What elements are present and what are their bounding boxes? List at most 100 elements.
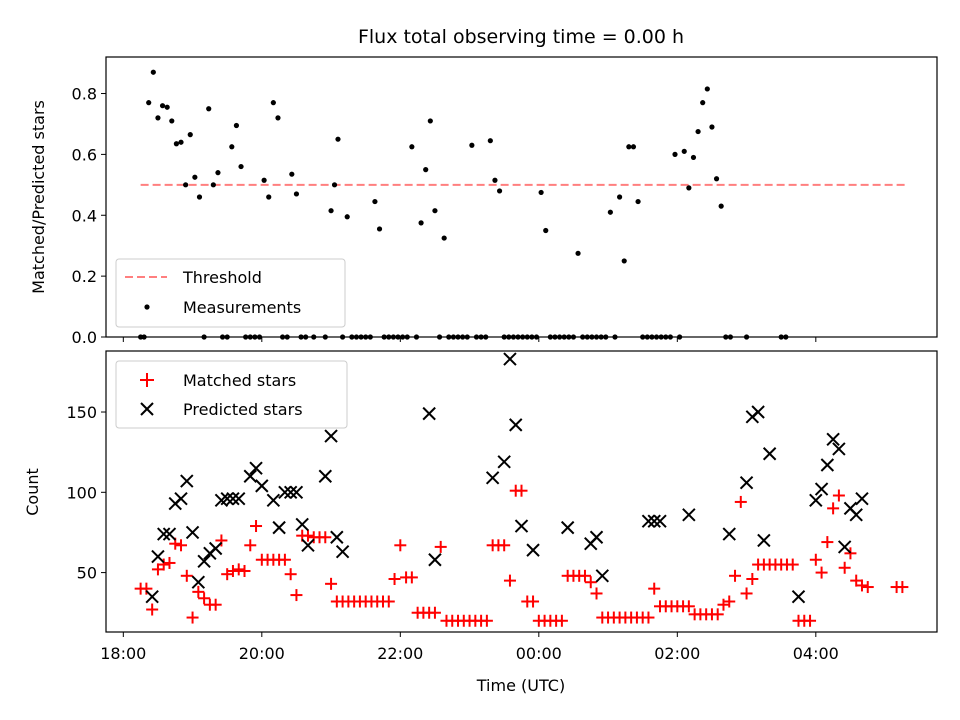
matched-star-point bbox=[232, 563, 245, 576]
matched-star-point bbox=[711, 608, 724, 621]
measurement-point bbox=[515, 334, 521, 340]
measurement-point bbox=[289, 171, 295, 177]
measurement-point bbox=[353, 334, 360, 340]
top-y-tick-label: 0.4 bbox=[72, 206, 97, 225]
measurement-point bbox=[381, 334, 387, 340]
measurement-point bbox=[210, 182, 216, 188]
measurement-point bbox=[510, 334, 517, 340]
predicted-star-point bbox=[837, 540, 852, 554]
matched-star-point bbox=[838, 561, 851, 574]
matched-star-point bbox=[198, 592, 211, 605]
measurement-point bbox=[390, 334, 396, 340]
measurement-point bbox=[529, 334, 535, 340]
matched-star-point bbox=[844, 547, 857, 560]
measurement-point bbox=[644, 334, 650, 340]
predicted-stars-layer bbox=[145, 352, 869, 604]
measurement-point bbox=[409, 144, 415, 150]
matched-star-point bbox=[319, 531, 332, 544]
predicted-star-point bbox=[180, 474, 194, 488]
matched-star-point bbox=[734, 495, 747, 508]
measurement-point bbox=[192, 174, 198, 180]
measurement-point bbox=[713, 176, 720, 182]
measurement-point bbox=[612, 334, 618, 340]
measurement-point bbox=[593, 334, 600, 340]
measurement-point bbox=[322, 334, 328, 340]
measurement-point bbox=[617, 194, 623, 200]
measurement-point bbox=[164, 104, 170, 110]
measurement-point bbox=[635, 198, 641, 205]
matched-star-point bbox=[804, 614, 817, 627]
measurement-point bbox=[328, 208, 334, 214]
measurement-point bbox=[506, 334, 512, 340]
matched-star-point bbox=[498, 539, 511, 552]
predicted-star-point bbox=[243, 469, 257, 483]
measurement-point bbox=[279, 334, 286, 340]
predicted-star-point bbox=[335, 545, 350, 559]
measurement-point bbox=[501, 334, 507, 340]
matched-star-point bbox=[140, 582, 153, 595]
measurement-point bbox=[233, 122, 240, 129]
matched-star-point bbox=[503, 574, 516, 587]
matched-star-point bbox=[642, 611, 655, 624]
matched-star-point bbox=[186, 611, 199, 624]
predicted-star-point bbox=[220, 492, 234, 506]
top-y-tick-label: 0.0 bbox=[72, 328, 97, 347]
measurement-point bbox=[653, 334, 660, 340]
predicted-star-point bbox=[791, 589, 806, 604]
measurement-point bbox=[413, 334, 420, 340]
measurement-point bbox=[358, 334, 364, 340]
matched-star-point bbox=[209, 598, 222, 611]
measurement-point bbox=[524, 334, 530, 340]
measurement-point bbox=[270, 100, 276, 106]
measurement-point bbox=[603, 334, 609, 340]
matched-star-point bbox=[832, 489, 845, 502]
measurement-point bbox=[695, 128, 701, 135]
measurement-point bbox=[778, 334, 784, 340]
measurement-point bbox=[349, 334, 355, 340]
measurement-point bbox=[598, 334, 604, 340]
matched-star-point bbox=[480, 614, 493, 627]
predicted-star-point bbox=[283, 485, 298, 500]
matched-star-point bbox=[723, 595, 736, 608]
measurement-point bbox=[363, 334, 369, 340]
predicted-star-point bbox=[757, 533, 771, 548]
measurement-point bbox=[681, 148, 687, 154]
predicted-star-point bbox=[514, 519, 529, 533]
predicted-star-point bbox=[162, 527, 177, 541]
measurement-point bbox=[575, 250, 581, 256]
measurement-point bbox=[311, 334, 317, 340]
measurement-point bbox=[229, 144, 235, 150]
measurement-point bbox=[570, 334, 577, 340]
predicted-star-point bbox=[272, 520, 286, 535]
matched-star-point bbox=[827, 502, 840, 515]
matched-star-point bbox=[388, 573, 401, 586]
measurement-point bbox=[543, 227, 549, 234]
matched-star-point bbox=[428, 606, 441, 619]
matched-star-point bbox=[729, 569, 742, 582]
measurement-point bbox=[607, 209, 613, 215]
matched-star-point bbox=[405, 571, 418, 584]
measurement-point bbox=[215, 170, 221, 176]
measurement-point bbox=[183, 182, 189, 188]
predicted-star-point bbox=[849, 508, 863, 522]
measurement-point bbox=[677, 334, 683, 340]
predicted-star-point bbox=[157, 527, 171, 541]
measurement-point bbox=[667, 334, 673, 340]
matched-star-point bbox=[648, 582, 661, 595]
measurement-point bbox=[159, 103, 166, 109]
measurement-point bbox=[492, 177, 498, 183]
measurement-point bbox=[423, 167, 429, 173]
x-tick-label: 18:00 bbox=[100, 644, 146, 663]
matched-star-point bbox=[740, 587, 753, 600]
measurement-point bbox=[533, 334, 540, 340]
measurement-point bbox=[487, 138, 493, 144]
measurement-point bbox=[284, 334, 290, 340]
predicted-star-point bbox=[208, 541, 223, 556]
measurement-point bbox=[455, 334, 461, 340]
measurement-point bbox=[690, 154, 697, 161]
measurement-point bbox=[626, 144, 632, 150]
predicted-star-point bbox=[249, 461, 263, 475]
measurement-point bbox=[621, 258, 627, 264]
predicted-star-point bbox=[191, 575, 206, 589]
